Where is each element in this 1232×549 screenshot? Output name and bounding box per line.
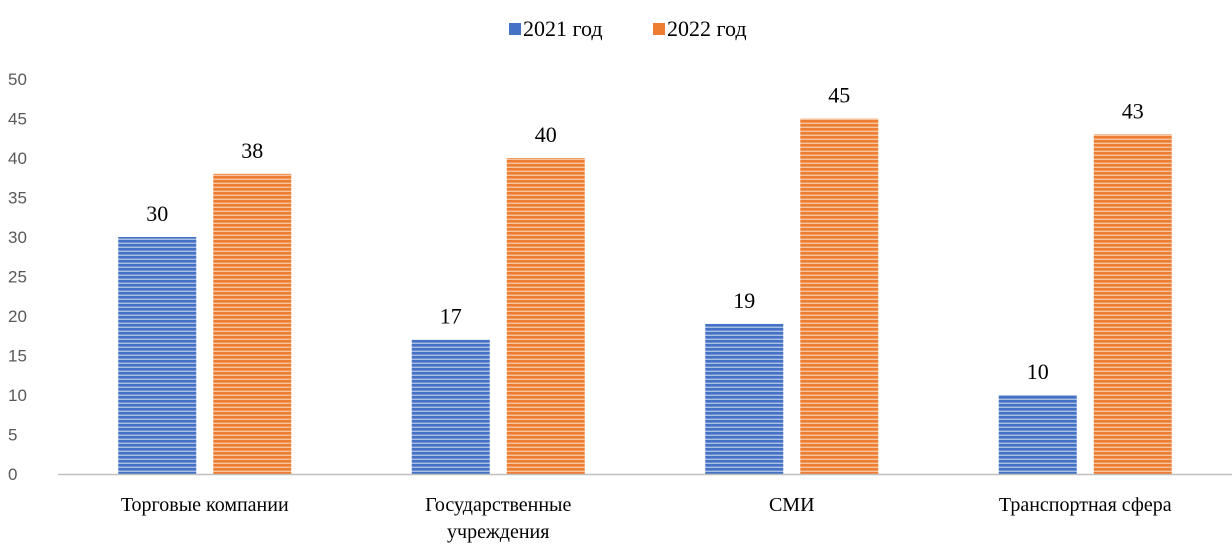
data-label: 30: [146, 201, 168, 226]
legend-label-2: 2022 год: [667, 16, 747, 41]
data-label: 45: [828, 83, 850, 108]
value-labels: 30 38 17 40 19 45 10 43: [146, 83, 1144, 385]
bar-series1-cat1: [118, 237, 197, 474]
bar-series2-cat1: [213, 173, 292, 475]
y-tick-label: 50: [8, 70, 27, 89]
data-label: 10: [1027, 359, 1049, 384]
y-tick-label: 25: [8, 268, 27, 287]
x-category-label: Государственные учреждения: [425, 494, 571, 543]
data-label: 43: [1122, 98, 1144, 123]
data-label: 19: [733, 288, 755, 313]
x-axis: Торговые компании Государственные учрежден…: [58, 473, 1232, 543]
y-tick-label: 40: [8, 149, 27, 168]
bar-series2-cat2: [506, 158, 585, 474]
bar-series1-cat2: [411, 339, 490, 474]
y-tick-label: 20: [8, 307, 27, 326]
legend-swatch-2: [653, 23, 665, 35]
data-label: 17: [440, 304, 462, 329]
data-label: 38: [241, 138, 263, 163]
bars: [118, 118, 1172, 475]
bar-series1-cat4: [998, 395, 1077, 474]
bar-series2-cat3: [800, 118, 879, 474]
y-axis: 0 5 10 15 20 25 30 35 40 45 50: [8, 70, 27, 484]
legend-label-1: 2021 год: [523, 16, 603, 41]
x-category-label: Торговые компании: [121, 494, 289, 516]
y-tick-label: 0: [8, 465, 17, 484]
bar-series2-cat4: [1093, 134, 1172, 475]
data-label: 40: [535, 122, 557, 147]
y-tick-label: 5: [8, 426, 17, 445]
legend-swatch-1: [509, 23, 521, 35]
x-category-label: Транспортная сфера: [999, 494, 1172, 516]
bar-series1-cat3: [705, 323, 784, 474]
y-tick-label: 10: [8, 386, 27, 405]
legend: 2021 год 2022 год: [509, 16, 747, 41]
y-tick-label: 45: [8, 110, 27, 129]
y-tick-label: 35: [8, 189, 27, 208]
x-category-label: СМИ: [769, 494, 815, 516]
y-tick-label: 15: [8, 347, 27, 366]
y-tick-label: 30: [8, 228, 27, 247]
